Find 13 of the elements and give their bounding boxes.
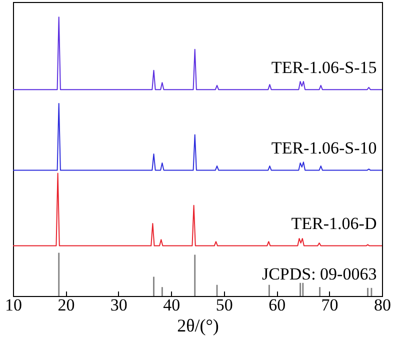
x-tick-label: 10 — [5, 296, 22, 314]
series-label: TER-1.06-S-15 — [271, 58, 377, 78]
x-tick-label: 40 — [163, 296, 180, 314]
x-tick-label: 30 — [110, 296, 128, 314]
series-label: TER-1.06-D — [291, 214, 377, 234]
x-tick-label: 80 — [374, 296, 391, 314]
x-tick-label: 60 — [268, 296, 286, 314]
x-tick-label: 50 — [216, 296, 233, 314]
x-axis-title: 2θ/(°) — [177, 316, 219, 336]
series-label: JCPDS: 09-0063 — [262, 264, 377, 284]
x-tick-label: 70 — [321, 296, 338, 314]
x-tick-label: 20 — [58, 296, 75, 314]
series-label: TER-1.06-S-10 — [271, 138, 377, 158]
